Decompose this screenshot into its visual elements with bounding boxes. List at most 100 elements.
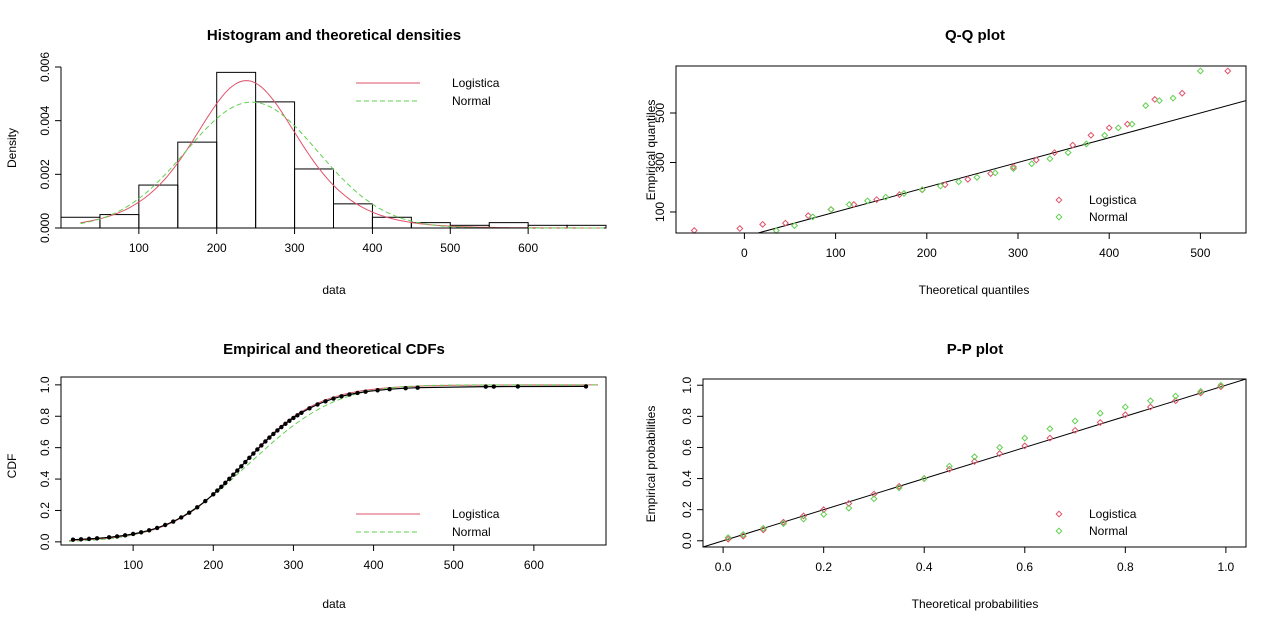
y-tick-label: 0.8 (38, 408, 52, 425)
pp-point (845, 499, 853, 507)
x-axis: 100 200 300 400 500 600 (129, 227, 538, 255)
x-tick-label: 500 (440, 241, 460, 255)
legend: Logistica Normal (1055, 507, 1137, 538)
pp-point (945, 462, 953, 470)
pp-point (1021, 434, 1029, 442)
histogram-bar (333, 203, 373, 229)
legend-marker-normal (1055, 527, 1063, 535)
y-axis-label: Empirical probabilities (644, 406, 658, 523)
pp-point (1172, 392, 1180, 400)
pp-point (724, 534, 732, 542)
pp-point (870, 495, 878, 503)
pp-point (1121, 411, 1129, 419)
chart-title: Histogram and theoretical densities (207, 27, 461, 44)
histogram-bars (60, 71, 607, 229)
pp-point (996, 450, 1004, 458)
pp-point (1096, 419, 1104, 427)
pp-point (945, 465, 953, 473)
qq-point (1151, 95, 1159, 103)
x-tick-label: 200 (207, 241, 227, 255)
qq-point (791, 222, 799, 230)
qq-point (690, 227, 698, 235)
pp-point (1121, 403, 1129, 411)
reference-line (702, 378, 1247, 548)
x-tick-label: 200 (203, 558, 223, 572)
qq-point (736, 225, 744, 233)
reference-line (756, 100, 1246, 233)
x-tick-label: 400 (1099, 246, 1119, 260)
pp-point (1046, 425, 1054, 433)
qq-point (941, 181, 949, 189)
x-tick-label: 100 (123, 558, 143, 572)
qq-point (936, 182, 944, 190)
pp-point (1046, 434, 1054, 442)
empirical-cdf (70, 384, 589, 542)
density-curve-logistica (80, 80, 604, 229)
legend-marker-logistica (1055, 196, 1063, 204)
legend: Logistica Normal (356, 507, 500, 539)
x-tick-label: 0 (741, 246, 748, 260)
x-tick-label: 300 (283, 558, 303, 572)
qq-point (827, 205, 835, 214)
legend-label-normal: Normal (1089, 524, 1128, 538)
qq-point (1155, 97, 1163, 105)
ecdf-line (72, 385, 587, 541)
y-tick-label: 0.006 (38, 52, 52, 82)
qq-point (964, 175, 972, 183)
x-tick-label: 300 (1008, 246, 1028, 260)
density-curve-normal (80, 101, 604, 229)
y-tick-label: 0.0 (680, 532, 694, 549)
legend-label-logistica: Logistica (452, 76, 500, 90)
pp-point (970, 453, 979, 461)
histogram-bar (138, 184, 179, 229)
pp-point (996, 443, 1004, 451)
y-tick-label: 1.0 (680, 377, 694, 394)
y-tick-label: 0.8 (680, 408, 694, 425)
pp-point (779, 520, 787, 528)
x-tick-label: 500 (1190, 246, 1210, 260)
y-axis-label: CDF (5, 454, 19, 479)
legend-marker-logistica (1055, 510, 1063, 518)
legend: Logistica Normal (1055, 193, 1137, 224)
y-tick-label: 1.0 (38, 376, 52, 393)
qq-point (1101, 131, 1109, 139)
y-tick-label: 0.0 (38, 533, 52, 550)
y-tick-label: 0.6 (38, 439, 52, 456)
x-axis-label: data (322, 283, 346, 297)
qq-point (804, 212, 812, 220)
y-tick-label: 0.2 (680, 501, 694, 518)
y-axis-label: Density (5, 128, 19, 168)
y-tick-label: 100 (653, 202, 667, 222)
y-tick-label: 300 (653, 152, 667, 172)
x-tick-label: 1.0 (1218, 560, 1235, 574)
qq-point (873, 196, 881, 204)
x-tick-label: 400 (364, 558, 384, 572)
histogram-panel: 100 200 300 400 500 600 0.000 0.002 0.004 0.006 Hi… (5, 27, 607, 297)
qq-point (1069, 141, 1077, 149)
x-tick-label: 0.6 (1016, 560, 1033, 574)
pp-plot-panel: 0.0 0.2 0.4 0.6 0.8 1.0 0.0 0.2 0.4 0.6 0.8 1.0 P-P … (644, 341, 1247, 611)
pp-point (1146, 403, 1154, 411)
qq-point (1114, 124, 1122, 132)
legend-label-logistica: Logistica (1089, 193, 1137, 207)
qq-point (827, 205, 835, 214)
pp-point (870, 490, 878, 498)
x-axis: 0 100 200 300 400 500 (741, 232, 1211, 260)
chart-title: P-P plot (947, 341, 1003, 358)
pp-point (920, 475, 928, 483)
x-tick-label: 500 (444, 558, 464, 572)
y-tick-label: 0.002 (38, 159, 52, 189)
x-axis-label: Theoretical quantiles (919, 283, 1030, 297)
qq-plot-panel: 0 100 200 300 400 500 100 300 500 Q-Q plot Theoret… (644, 27, 1247, 297)
qq-point (1082, 140, 1090, 148)
pp-point (1071, 426, 1079, 434)
series-logistica (724, 383, 1225, 543)
pp-point (1096, 409, 1104, 417)
qq-point (1178, 89, 1186, 97)
y-tick-label: 0.4 (38, 470, 52, 487)
qq-point (1009, 165, 1017, 173)
qq-point (991, 169, 999, 177)
qq-point (1169, 94, 1177, 102)
y-tick-label: 0.000 (38, 213, 52, 243)
